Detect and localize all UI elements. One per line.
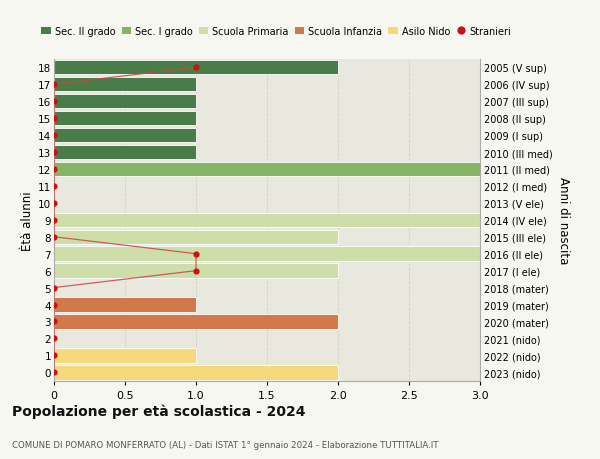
Bar [54,247,508,261]
Bar [54,146,196,160]
Bar [54,264,338,278]
Bar [54,162,508,177]
Bar [54,230,338,244]
Text: COMUNE DI POMARO MONFERRATO (AL) - Dati ISTAT 1° gennaio 2024 - Elaborazione TUT: COMUNE DI POMARO MONFERRATO (AL) - Dati … [12,441,439,449]
Bar [54,348,196,363]
Legend: Sec. II grado, Sec. I grado, Scuola Primaria, Scuola Infanzia, Asilo Nido, Stran: Sec. II grado, Sec. I grado, Scuola Prim… [38,23,515,40]
Y-axis label: Ètà alunni: Ètà alunni [21,190,34,250]
Bar [54,298,196,312]
Bar [54,78,196,92]
Y-axis label: Anni di nascita: Anni di nascita [557,177,569,264]
Bar [54,365,338,380]
Bar [54,213,508,228]
Bar [54,314,338,329]
Bar [54,129,196,143]
Bar [54,61,338,75]
Bar [54,112,196,126]
Text: Popolazione per età scolastica - 2024: Popolazione per età scolastica - 2024 [12,404,305,419]
Bar [54,95,196,109]
